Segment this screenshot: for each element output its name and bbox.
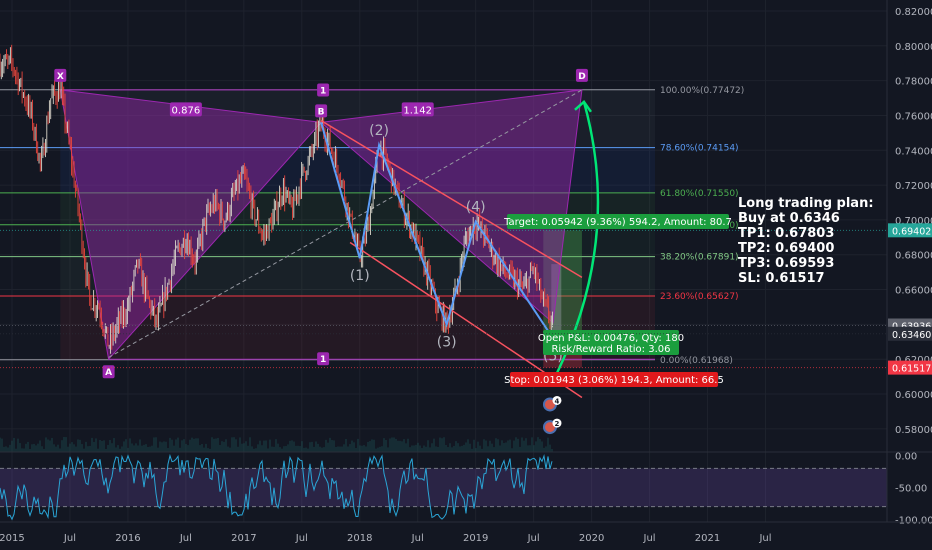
time-tick-label: Jul bbox=[63, 533, 76, 544]
pattern-bcd-triangle[interactable] bbox=[319, 89, 583, 324]
open-pnl-label-text: Open P&L: 0.00476, Qty: 180 bbox=[538, 333, 684, 344]
time-tick-label: 2021 bbox=[695, 533, 720, 544]
point-label-b-bg bbox=[315, 104, 328, 118]
point-label-x: X bbox=[57, 72, 64, 82]
price-tag-bg bbox=[888, 223, 932, 238]
event-count-text: 4 bbox=[555, 397, 560, 405]
ratio-label-bg bbox=[401, 102, 434, 117]
time-tick-label: Jul bbox=[527, 533, 540, 544]
point-label-b: B bbox=[318, 107, 325, 117]
price-tag-bg bbox=[888, 360, 932, 375]
event-count-badge bbox=[552, 418, 562, 428]
projection-arrowhead bbox=[574, 99, 592, 113]
target-label-bg bbox=[507, 214, 729, 229]
price-tag-text: 0.61517 bbox=[892, 364, 931, 375]
pattern-marker: 1 bbox=[320, 355, 326, 365]
wave-label: (3) bbox=[437, 334, 457, 350]
time-tick-label: Jul bbox=[758, 533, 771, 544]
wave-label: (4) bbox=[466, 200, 486, 216]
ratio-label: 0.876 bbox=[172, 105, 201, 116]
event-count-text: 2 bbox=[555, 420, 560, 428]
fib-level-label: 78.60%(0.74154) bbox=[660, 144, 739, 154]
trading-plan-note: Long trading plan: Buy at 0.6346 TP1: 0.… bbox=[738, 196, 874, 286]
time-tick-label: 2020 bbox=[579, 533, 604, 544]
plan-line-sl: SL: 0.61517 bbox=[738, 271, 825, 286]
event-badges[interactable]: 42 bbox=[542, 395, 562, 435]
stop-label-bg bbox=[510, 372, 718, 387]
time-tick-label: Jul bbox=[411, 533, 424, 544]
plan-line-tp2: TP2: 0.69400 bbox=[738, 241, 835, 256]
descending-channel[interactable] bbox=[320, 120, 583, 399]
pattern-marker-bg bbox=[317, 352, 330, 366]
target-label-text: Target: 0.05942 (9.36%) 594.2, Amount: 8… bbox=[503, 217, 732, 228]
time-tick-label: 2018 bbox=[347, 533, 372, 544]
oscillator-tick-label: -50.00 bbox=[895, 484, 927, 495]
oscillator-tick-label: -100.00 bbox=[895, 515, 932, 526]
price-tag-text: 0.63460 bbox=[892, 330, 931, 341]
ratio-label: 1.142 bbox=[403, 105, 432, 116]
fib-zone bbox=[60, 256, 656, 297]
time-tick-label: 2016 bbox=[115, 533, 140, 544]
price-tag-text: 0.69402 bbox=[892, 226, 931, 237]
time-tick-label: 2019 bbox=[463, 533, 488, 544]
time-tick-label: 2017 bbox=[231, 533, 256, 544]
point-label-x-bg bbox=[54, 68, 67, 82]
fib-level-label: 38.20%(0.67891) bbox=[660, 253, 739, 263]
open-pnl-label-text: Risk/Reward Ratio: 3.06 bbox=[551, 344, 670, 355]
time-tick-label: 2015 bbox=[0, 533, 25, 544]
plan-line-buy: Buy at 0.6346 bbox=[738, 211, 840, 226]
plan-line-tp1: TP1: 0.67803 bbox=[738, 226, 835, 241]
pattern-marker-bg bbox=[317, 83, 330, 97]
stop-label-text: Stop: 0.01943 (3.06%) 194.3, Amount: 66.… bbox=[504, 375, 724, 386]
point-label-a-bg bbox=[102, 365, 115, 379]
open-pnl-label-bg bbox=[543, 330, 679, 355]
channel-line[interactable] bbox=[349, 241, 583, 399]
wave-path[interactable] bbox=[320, 122, 554, 339]
elliott-waves[interactable]: (1)(2)(3)(4)(5) bbox=[320, 122, 563, 364]
time-tick-label: Jul bbox=[295, 533, 308, 544]
fib-zone bbox=[60, 89, 656, 148]
plan-line-tp3: TP3: 0.69593 bbox=[738, 256, 835, 271]
price-tag-bg bbox=[888, 326, 932, 341]
time-axis[interactable]: 2015 Jul 2016 Jul 2017 Jul 2018 Jul 2019 Jul 2020 J… bbox=[0, 521, 932, 544]
pattern-labels: X A B D 0.876 1.142 1 1 bbox=[54, 68, 588, 379]
time-tick-label: Jul bbox=[179, 533, 192, 544]
ratio-label-bg bbox=[169, 102, 202, 117]
oscillator-line bbox=[0, 453, 553, 521]
wave-label: (2) bbox=[369, 123, 389, 139]
fib-zone bbox=[60, 147, 656, 193]
point-label-d-bg bbox=[575, 68, 588, 82]
event-count-badge bbox=[552, 395, 562, 405]
position-labels: Target: 0.05942 (9.36%) 594.2, Amount: 8… bbox=[503, 214, 732, 387]
channel-line[interactable] bbox=[320, 120, 583, 279]
fib-level-label: 61.80%(0.71550) bbox=[660, 189, 739, 199]
oscillator-tick-label: 0.00 bbox=[895, 452, 917, 463]
oscillator-band bbox=[0, 468, 887, 507]
fib-level-label: 23.60%(0.65627) bbox=[660, 292, 739, 302]
wave-label: (1) bbox=[350, 268, 370, 284]
pattern-marker: 1 bbox=[320, 87, 326, 97]
plan-title: Long trading plan: bbox=[738, 196, 874, 211]
point-label-d: D bbox=[578, 72, 585, 82]
time-tick-label: Jul bbox=[643, 533, 656, 544]
fib-level-label: 100.00%(0.77472) bbox=[660, 86, 744, 96]
fib-level-label: 0.00%(0.61968) bbox=[660, 356, 733, 366]
point-label-a: A bbox=[105, 368, 112, 378]
oscillator-pane[interactable] bbox=[0, 451, 932, 521]
